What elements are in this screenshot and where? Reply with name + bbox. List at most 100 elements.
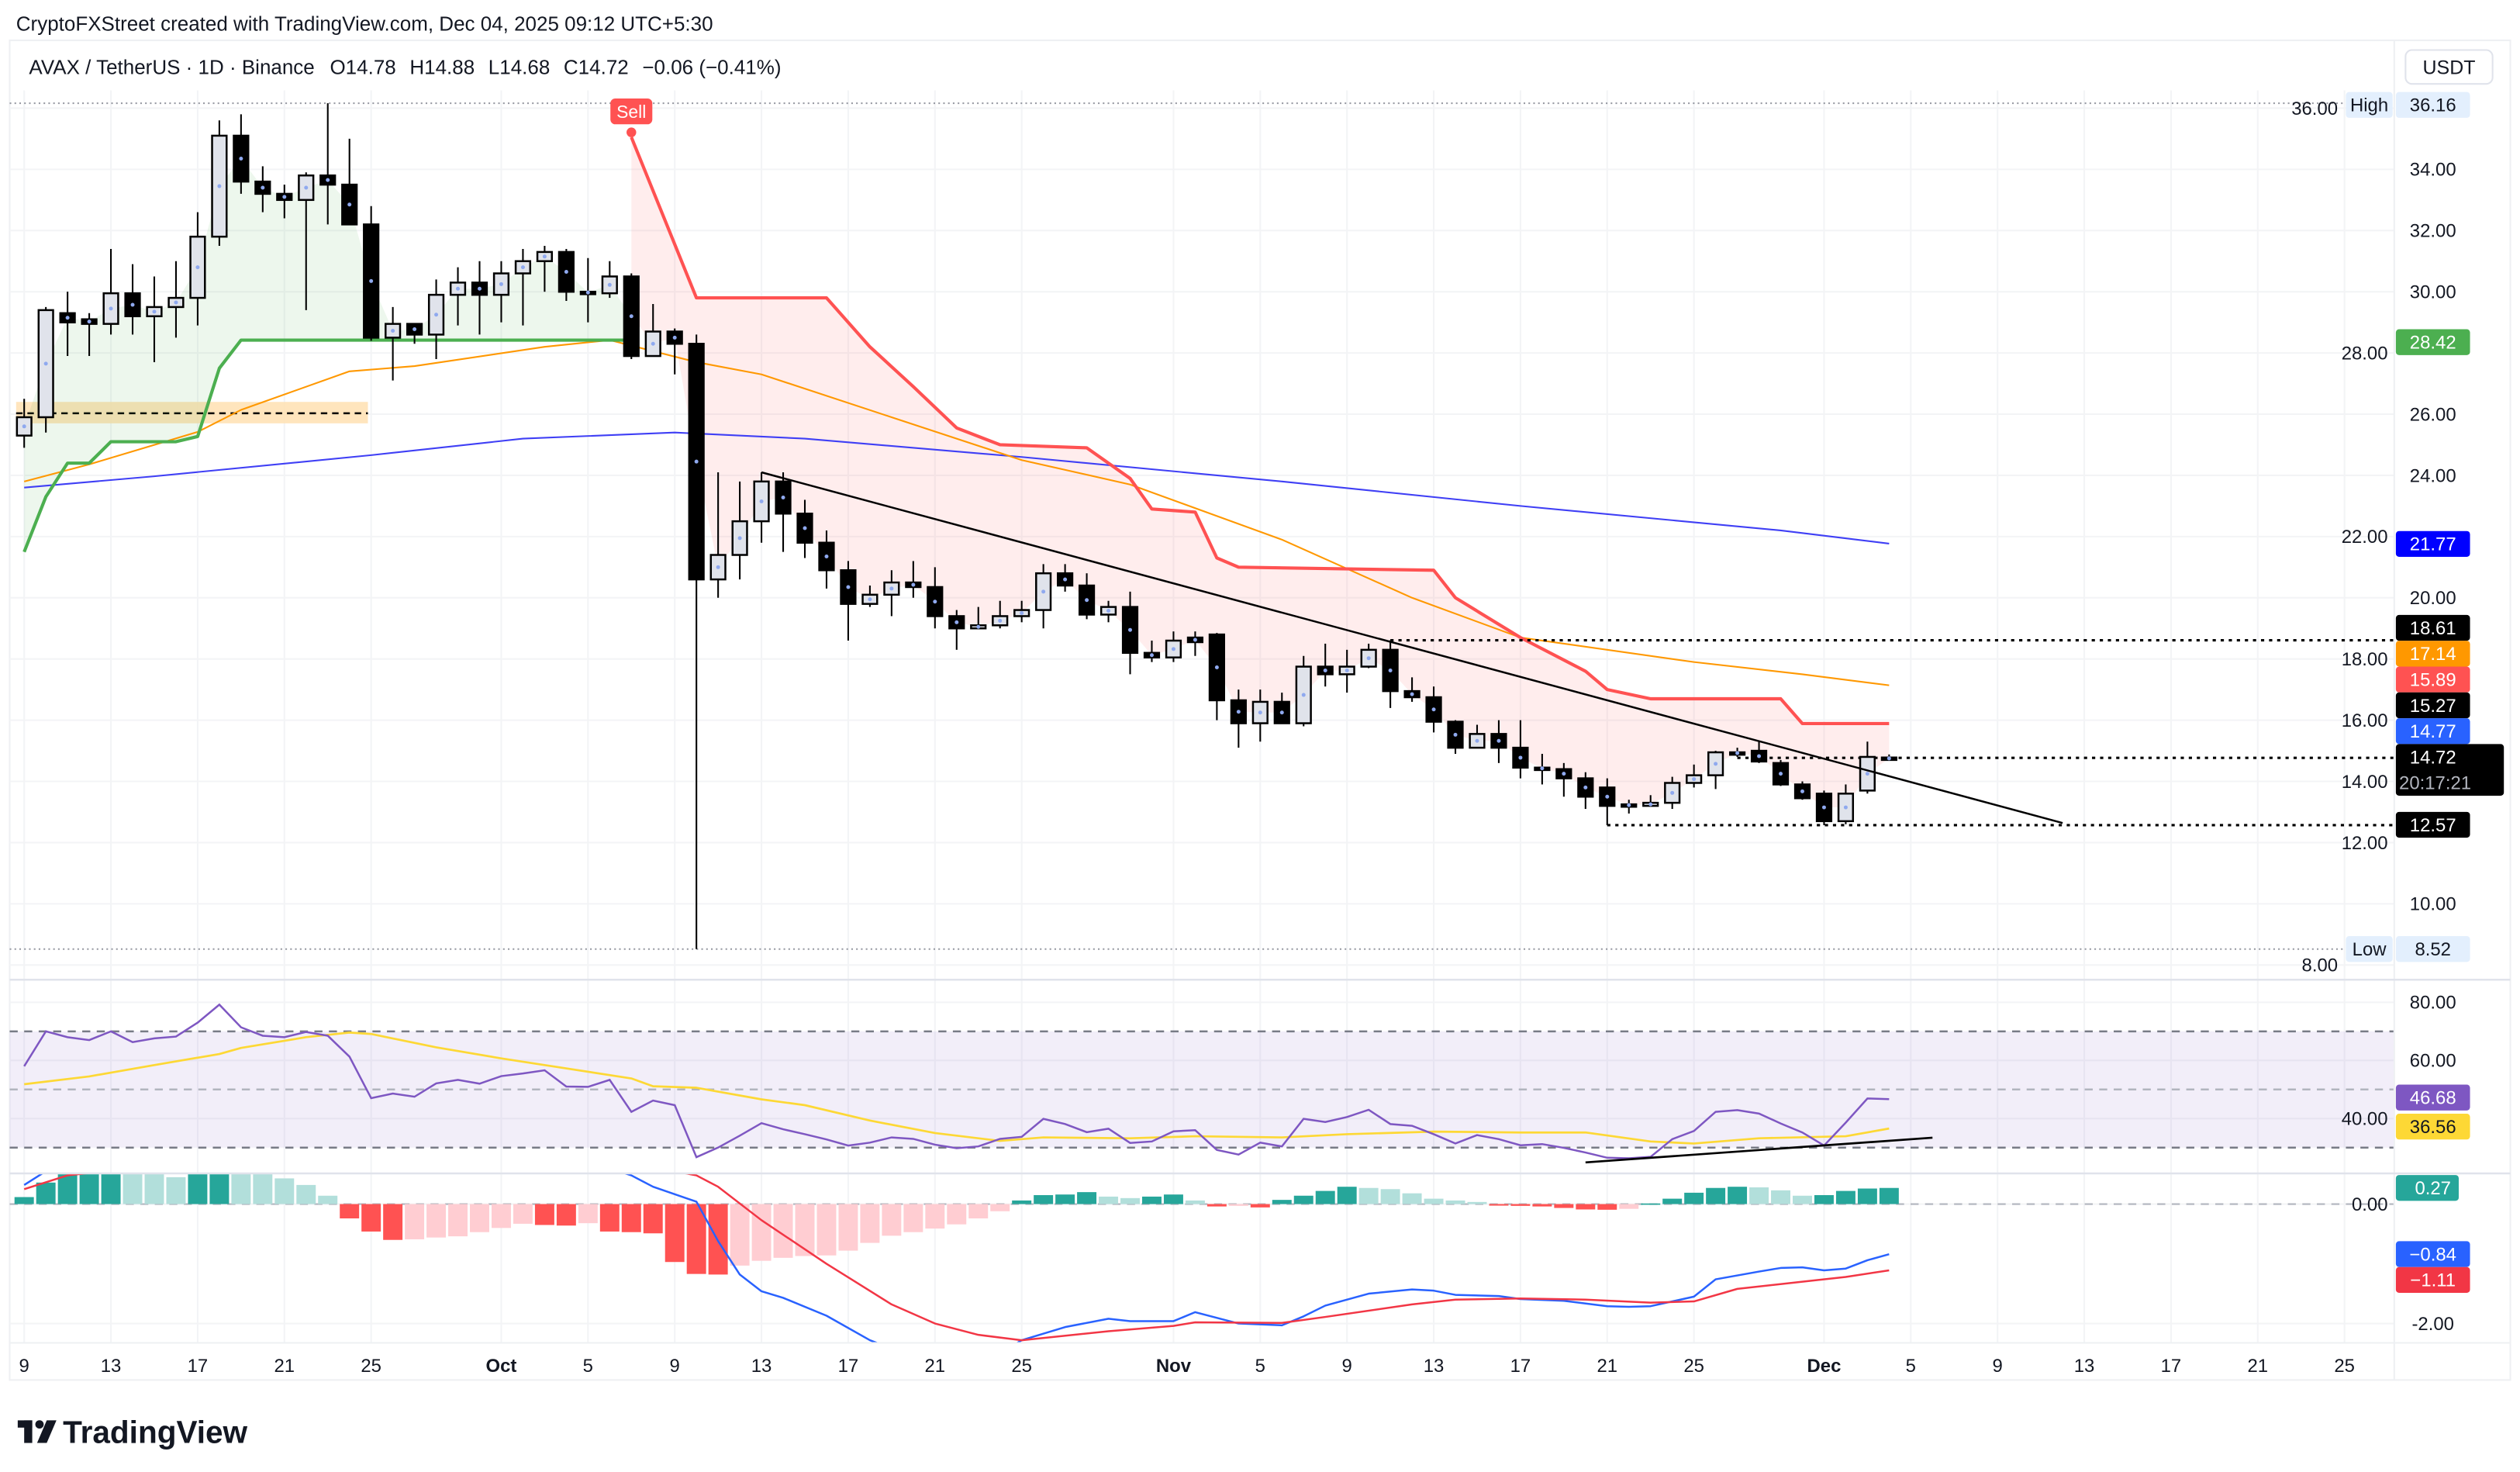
candle[interactable] [319, 103, 337, 225]
candle[interactable] [102, 248, 119, 335]
candle[interactable] [471, 261, 488, 335]
supertrend-down-line[interactable] [630, 136, 1890, 726]
candle[interactable] [1815, 790, 1833, 825]
candle[interactable] [406, 323, 423, 344]
rsi-line[interactable] [23, 1003, 1890, 1159]
candle[interactable] [385, 306, 402, 381]
candle[interactable] [81, 313, 98, 357]
candle[interactable] [1295, 655, 1312, 727]
candle[interactable] [840, 561, 857, 641]
candle[interactable] [211, 120, 228, 246]
currency-button[interactable]: USDT [2404, 49, 2494, 85]
rsi-divergence-trendline[interactable] [1585, 1136, 1933, 1164]
candle[interactable] [927, 567, 944, 629]
candle[interactable] [1555, 762, 1572, 797]
candle[interactable] [189, 212, 206, 326]
supertrend-up-line[interactable] [22, 338, 632, 553]
candle[interactable] [254, 166, 271, 213]
price-pane[interactable]: Sell [9, 98, 2394, 950]
candle[interactable] [948, 610, 965, 650]
candle[interactable] [992, 600, 1009, 629]
candle[interactable] [492, 261, 510, 323]
candle[interactable] [818, 530, 835, 589]
candle[interactable] [1534, 754, 1551, 785]
candle[interactable] [970, 606, 987, 630]
candle[interactable] [1208, 633, 1225, 720]
candle[interactable] [341, 138, 358, 226]
candle[interactable] [601, 261, 618, 299]
rsi-ma-line[interactable] [24, 1031, 1890, 1145]
candle[interactable] [1599, 778, 1616, 825]
candle[interactable] [1186, 631, 1204, 656]
candle[interactable] [1837, 784, 1855, 824]
candle[interactable] [1013, 600, 1030, 623]
candle[interactable] [883, 570, 900, 617]
candle[interactable] [1707, 751, 1724, 790]
candle[interactable] [298, 172, 315, 310]
candle[interactable] [37, 306, 54, 433]
candle[interactable] [276, 185, 293, 219]
candle[interactable] [1859, 741, 1876, 794]
candle[interactable] [1317, 643, 1334, 687]
candle[interactable] [1490, 720, 1507, 763]
candle[interactable] [1728, 748, 1746, 757]
candle[interactable] [1382, 640, 1399, 708]
candle[interactable] [1360, 643, 1377, 669]
candle[interactable] [1230, 689, 1247, 748]
candle[interactable] [1686, 764, 1703, 788]
candle[interactable] [1621, 800, 1638, 814]
candle[interactable] [1793, 781, 1811, 800]
candle[interactable] [1273, 693, 1290, 724]
candle[interactable] [1165, 631, 1182, 662]
candle[interactable] [449, 267, 467, 326]
symbol-title[interactable]: AVAX / TetherUS · 1D · Binance [29, 56, 314, 79]
candle[interactable] [167, 261, 185, 338]
rsi-pane[interactable] [9, 1003, 2394, 1164]
candle[interactable] [536, 245, 554, 292]
candle[interactable] [427, 279, 445, 359]
candle[interactable] [753, 472, 770, 543]
candle[interactable] [1338, 649, 1355, 693]
candle[interactable] [1425, 686, 1442, 733]
candle[interactable] [146, 276, 163, 362]
ema200-line[interactable] [24, 431, 1890, 544]
candle[interactable] [1078, 573, 1096, 620]
candle[interactable] [1512, 720, 1529, 779]
candle[interactable] [1121, 591, 1139, 675]
macd-pane[interactable] [9, 1132, 2394, 1365]
candle[interactable] [124, 264, 141, 335]
candle[interactable] [1577, 772, 1594, 810]
candle[interactable] [59, 292, 76, 357]
candle[interactable] [1057, 564, 1074, 592]
candle[interactable] [558, 248, 575, 302]
candle[interactable] [1469, 724, 1486, 749]
candle[interactable] [1750, 741, 1768, 763]
macd-signal-line[interactable] [23, 1150, 1890, 1342]
candle[interactable] [644, 303, 661, 358]
candle[interactable] [579, 257, 596, 323]
candle[interactable] [731, 481, 748, 580]
candle[interactable] [666, 328, 683, 375]
candle[interactable] [514, 248, 532, 326]
candle[interactable] [1772, 759, 1790, 786]
candle[interactable] [861, 585, 879, 607]
candle[interactable] [905, 561, 922, 598]
candle[interactable] [363, 206, 380, 341]
candle[interactable] [1099, 600, 1117, 623]
candle[interactable] [1035, 564, 1052, 629]
descending-trendline[interactable] [761, 471, 2063, 824]
candle[interactable] [1642, 795, 1659, 807]
candle[interactable] [1880, 754, 1897, 762]
candle[interactable] [1251, 689, 1269, 742]
candle[interactable] [623, 273, 640, 359]
candle[interactable] [1664, 776, 1681, 810]
candle[interactable] [16, 399, 33, 448]
candle[interactable] [1143, 641, 1161, 662]
candle[interactable] [775, 472, 792, 552]
candle[interactable] [688, 334, 705, 949]
candle[interactable] [796, 499, 813, 558]
candle[interactable] [709, 472, 727, 598]
candle[interactable] [233, 114, 250, 194]
macd-line[interactable] [23, 1132, 1890, 1365]
